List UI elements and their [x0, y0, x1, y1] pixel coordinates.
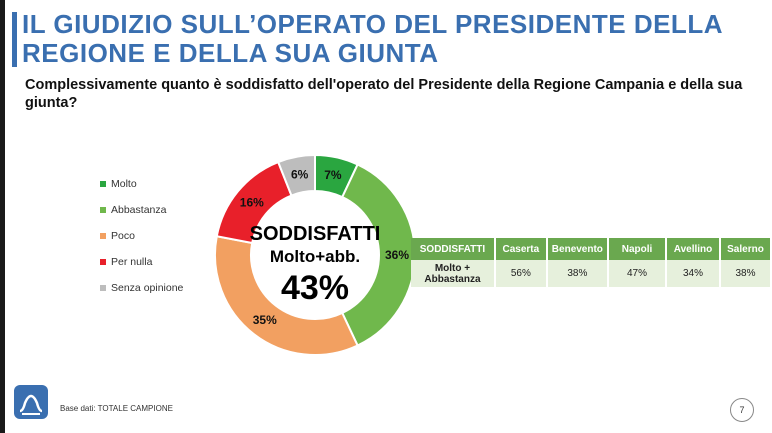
center-label-line2: Molto+abb. — [269, 247, 361, 266]
survey-question: Complessivamente quanto è soddisfatto de… — [25, 77, 743, 111]
donut-data-label: 16% — [240, 196, 264, 210]
table-row-label: Molto + Abbastanza — [411, 260, 496, 287]
legend-item-senza-opinione: Senza opinione — [100, 275, 183, 301]
table-header: Salerno — [719, 238, 772, 260]
company-logo — [14, 385, 48, 419]
donut-data-label: 6% — [291, 167, 309, 181]
table-cell: 56% — [494, 260, 548, 287]
legend-label: Abbastanza — [111, 204, 167, 216]
legend-item-poco: Poco — [100, 223, 183, 249]
table-header: Napoli — [607, 238, 668, 260]
donut-hole — [252, 192, 378, 318]
table-header-row: SODDISFATTI Caserta Benevento Napoli Ave… — [411, 238, 772, 260]
legend-label: Per nulla — [111, 256, 153, 268]
legend-swatch — [100, 259, 106, 265]
center-value: 43% — [280, 269, 350, 307]
donut-data-label: 35% — [253, 313, 277, 327]
legend-swatch — [100, 233, 106, 239]
table-header: Avellino — [666, 238, 721, 260]
table-header: Caserta — [494, 238, 548, 260]
title-accent-bar — [12, 12, 17, 67]
legend-label: Senza opinione — [111, 282, 184, 294]
table-cell: 38% — [719, 260, 772, 287]
donut-slice-senza-opinione — [276, 153, 316, 197]
table-cell: 47% — [607, 260, 668, 287]
legend-label: Poco — [111, 230, 135, 242]
legend-item-abbastanza: Abbastanza — [100, 197, 183, 223]
table-header: SODDISFATTI — [411, 238, 496, 260]
legend-swatch — [100, 285, 106, 291]
donut-slice-abbastanza — [340, 163, 416, 347]
left-dark-band — [0, 0, 5, 433]
legend-item-per-nulla: Per nulla — [100, 249, 183, 275]
donut-data-label: 36% — [385, 248, 409, 262]
donut-chart: 7% 36% 35% 16% 6% — [214, 153, 416, 356]
donut-data-label: 7% — [324, 168, 342, 182]
page-title: IL GIUDIZIO SULL’OPERATO DEL PRESIDENTE … — [22, 9, 723, 68]
city-table: SODDISFATTI Caserta Benevento Napoli Ave… — [411, 238, 772, 287]
page-number: 7 — [730, 398, 754, 422]
legend-swatch — [100, 181, 106, 187]
chart-legend: Molto Abbastanza Poco Per nulla Senza op… — [100, 171, 183, 301]
table-cell: 38% — [546, 260, 609, 287]
table-row: Molto + Abbastanza 56% 38% 47% 34% 38% — [411, 260, 772, 287]
donut-slice-poco — [214, 235, 359, 356]
legend-swatch — [100, 207, 106, 213]
table-cell: 34% — [666, 260, 721, 287]
logo-icon — [19, 394, 43, 415]
base-dati-note: Base dati: TOTALE CAMPIONE — [60, 404, 173, 413]
table-header: Benevento — [546, 238, 609, 260]
legend-label: Molto — [111, 178, 137, 190]
center-label-line1: SODDISFATTI — [249, 223, 381, 245]
legend-item-molto: Molto — [100, 171, 183, 197]
donut-center-label: SODDISFATTI Molto+abb. 43% — [235, 222, 395, 308]
